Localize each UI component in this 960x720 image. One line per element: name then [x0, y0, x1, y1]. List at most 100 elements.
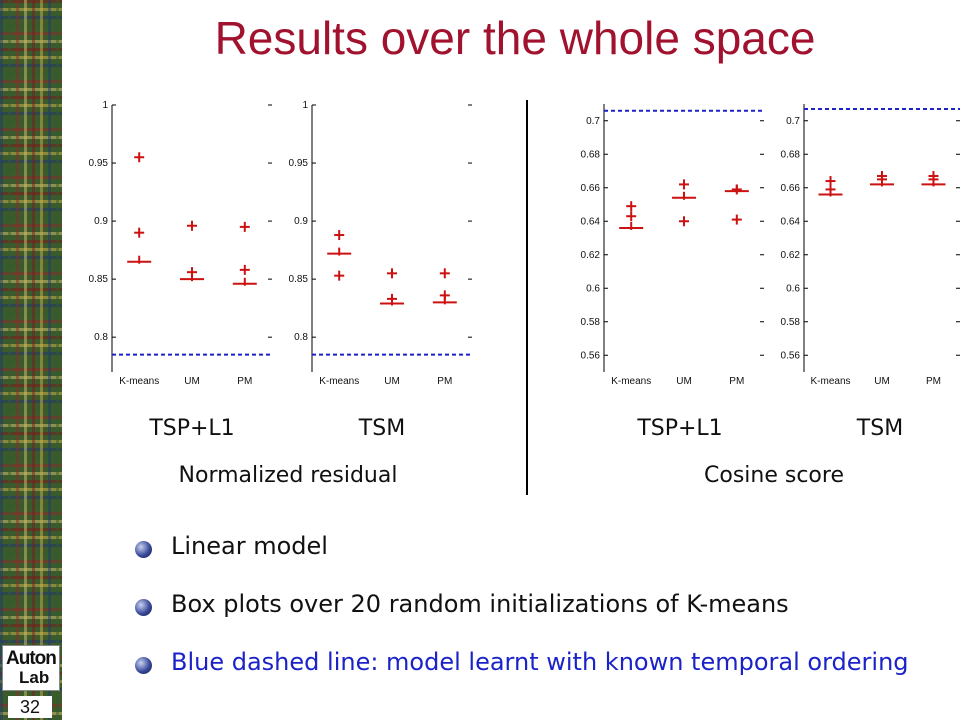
plaid-stripe	[0, 96, 62, 99]
plaid-stripe	[0, 256, 62, 259]
chart-panel: 0.7 0.68 0.66 0.64 0.62 0.6 0.58 0.56 K-means UM P…	[781, 104, 960, 441]
y-tick-label: 0.66	[781, 183, 801, 194]
plaid-stripe	[0, 424, 62, 427]
outlier-marker	[239, 264, 250, 275]
plaid-stripe	[0, 0, 62, 3]
plaid-stripe	[0, 144, 62, 147]
bullet-text: Blue dashed line: model learnt with know…	[171, 648, 909, 676]
chart-panel: 0.7 0.68 0.66 0.64 0.62 0.6 0.58 0.56 K-means UM P…	[581, 104, 764, 441]
plaid-stripe	[0, 80, 62, 83]
outlier-marker	[387, 293, 397, 304]
plaid-stripe	[8, 0, 11, 720]
plaid-stripe	[0, 480, 62, 483]
plaid-stripe	[0, 192, 62, 195]
plaid-stripe	[0, 136, 62, 139]
slide-title: Results over the whole space	[214, 12, 816, 64]
y-tick-label: 0.64	[781, 216, 801, 227]
outlier-marker	[187, 220, 197, 231]
plaid-stripe	[0, 576, 62, 579]
plaid-stripe	[48, 0, 51, 720]
group-label: Normalized residual	[179, 463, 398, 488]
y-tick-label: 0.56	[781, 350, 801, 361]
outlier-marker	[679, 216, 689, 227]
y-tick-label: 0.62	[781, 250, 801, 261]
plaid-stripe	[0, 248, 62, 251]
plaid-stripe	[0, 320, 62, 323]
outlier-marker	[825, 184, 836, 195]
plaid-stripe	[0, 272, 62, 275]
plaid-stripe	[0, 608, 62, 611]
outlier-marker	[731, 184, 742, 195]
plaid-stripe	[0, 24, 62, 27]
plaid-stripe	[0, 48, 62, 51]
plaid-stripe	[0, 440, 62, 443]
plaid-stripe	[0, 40, 62, 43]
plaid-stripe	[0, 328, 62, 331]
page-number: 32	[8, 696, 52, 718]
auton-lab-logo: Auton Lab	[2, 645, 60, 691]
plaid-stripe	[0, 168, 62, 171]
plaid-stripe	[0, 120, 62, 123]
plaid-stripe	[0, 16, 62, 19]
plaid-stripe	[0, 112, 62, 115]
plaid-stripe	[0, 280, 62, 283]
outlier-marker	[187, 267, 197, 278]
plaid-stripe	[0, 408, 62, 411]
plaid-stripe	[16, 0, 19, 720]
plaid-border-decoration	[0, 0, 62, 720]
y-tick-label: 0.66	[581, 183, 601, 194]
group-label: Cosine score	[704, 463, 844, 488]
outlier-marker	[626, 211, 637, 222]
plaid-stripe	[0, 600, 62, 603]
plaid-stripe	[0, 528, 62, 531]
plaid-stripe	[0, 152, 62, 155]
plaid-stripe	[0, 336, 62, 339]
plaid-stripe	[0, 104, 62, 107]
chart-title: TSM	[358, 416, 405, 441]
outlier-marker	[334, 230, 345, 241]
outlier-marker	[134, 227, 145, 238]
x-tick-label: PM	[437, 376, 452, 387]
plaid-stripe	[0, 416, 62, 419]
outlier-marker	[334, 270, 345, 281]
y-tick-label: 0.68	[781, 149, 801, 160]
outlier-marker	[626, 201, 637, 212]
chart-title: TSM	[856, 416, 903, 441]
plaid-stripe	[0, 472, 62, 475]
plaid-stripe	[0, 384, 62, 387]
plaid-stripe	[0, 200, 62, 203]
plaid-stripe	[0, 216, 62, 219]
plaid-stripe	[0, 72, 62, 75]
plaid-stripe	[0, 552, 62, 555]
bullet-dot-icon	[135, 599, 152, 616]
plaid-stripe	[0, 160, 62, 163]
y-tick-label: 0.9	[94, 216, 108, 227]
x-tick-label: K-means	[811, 376, 851, 387]
plaid-stripe	[0, 376, 62, 379]
plaid-stripe	[0, 88, 62, 91]
plaid-stripe	[0, 392, 62, 395]
y-tick-label: 1	[102, 100, 108, 111]
outlier-marker	[134, 152, 145, 163]
plaid-stripe	[0, 536, 62, 539]
outlier-marker	[877, 174, 887, 185]
bullet-dot-icon	[135, 657, 152, 674]
plaid-stripe	[0, 584, 62, 587]
y-tick-label: 0.58	[581, 317, 601, 328]
plaid-stripe	[0, 448, 62, 451]
plaid-stripe	[0, 56, 62, 59]
x-tick-label: K-means	[611, 376, 651, 387]
plaid-stripe	[0, 304, 62, 307]
plaid-stripe	[0, 360, 62, 363]
plaid-stripe	[0, 624, 62, 627]
plaid-stripe	[0, 0, 3, 720]
plaid-stripe	[0, 232, 62, 235]
y-tick-label: 0.6	[786, 283, 800, 294]
y-tick-label: 0.95	[289, 158, 309, 169]
plaid-stripe	[0, 288, 62, 291]
plaid-stripe	[0, 560, 62, 563]
outlier-marker	[439, 268, 450, 279]
chart-panel: 1 0.95 0.9 0.85 0.8 K-means UM PM TSP+L1	[89, 100, 272, 441]
y-tick-label: 0.85	[289, 274, 309, 285]
chart-area: 1 0.95 0.9 0.85 0.8 K-means UM PM TSP+L1 1 0.95 0.9…	[89, 100, 960, 495]
